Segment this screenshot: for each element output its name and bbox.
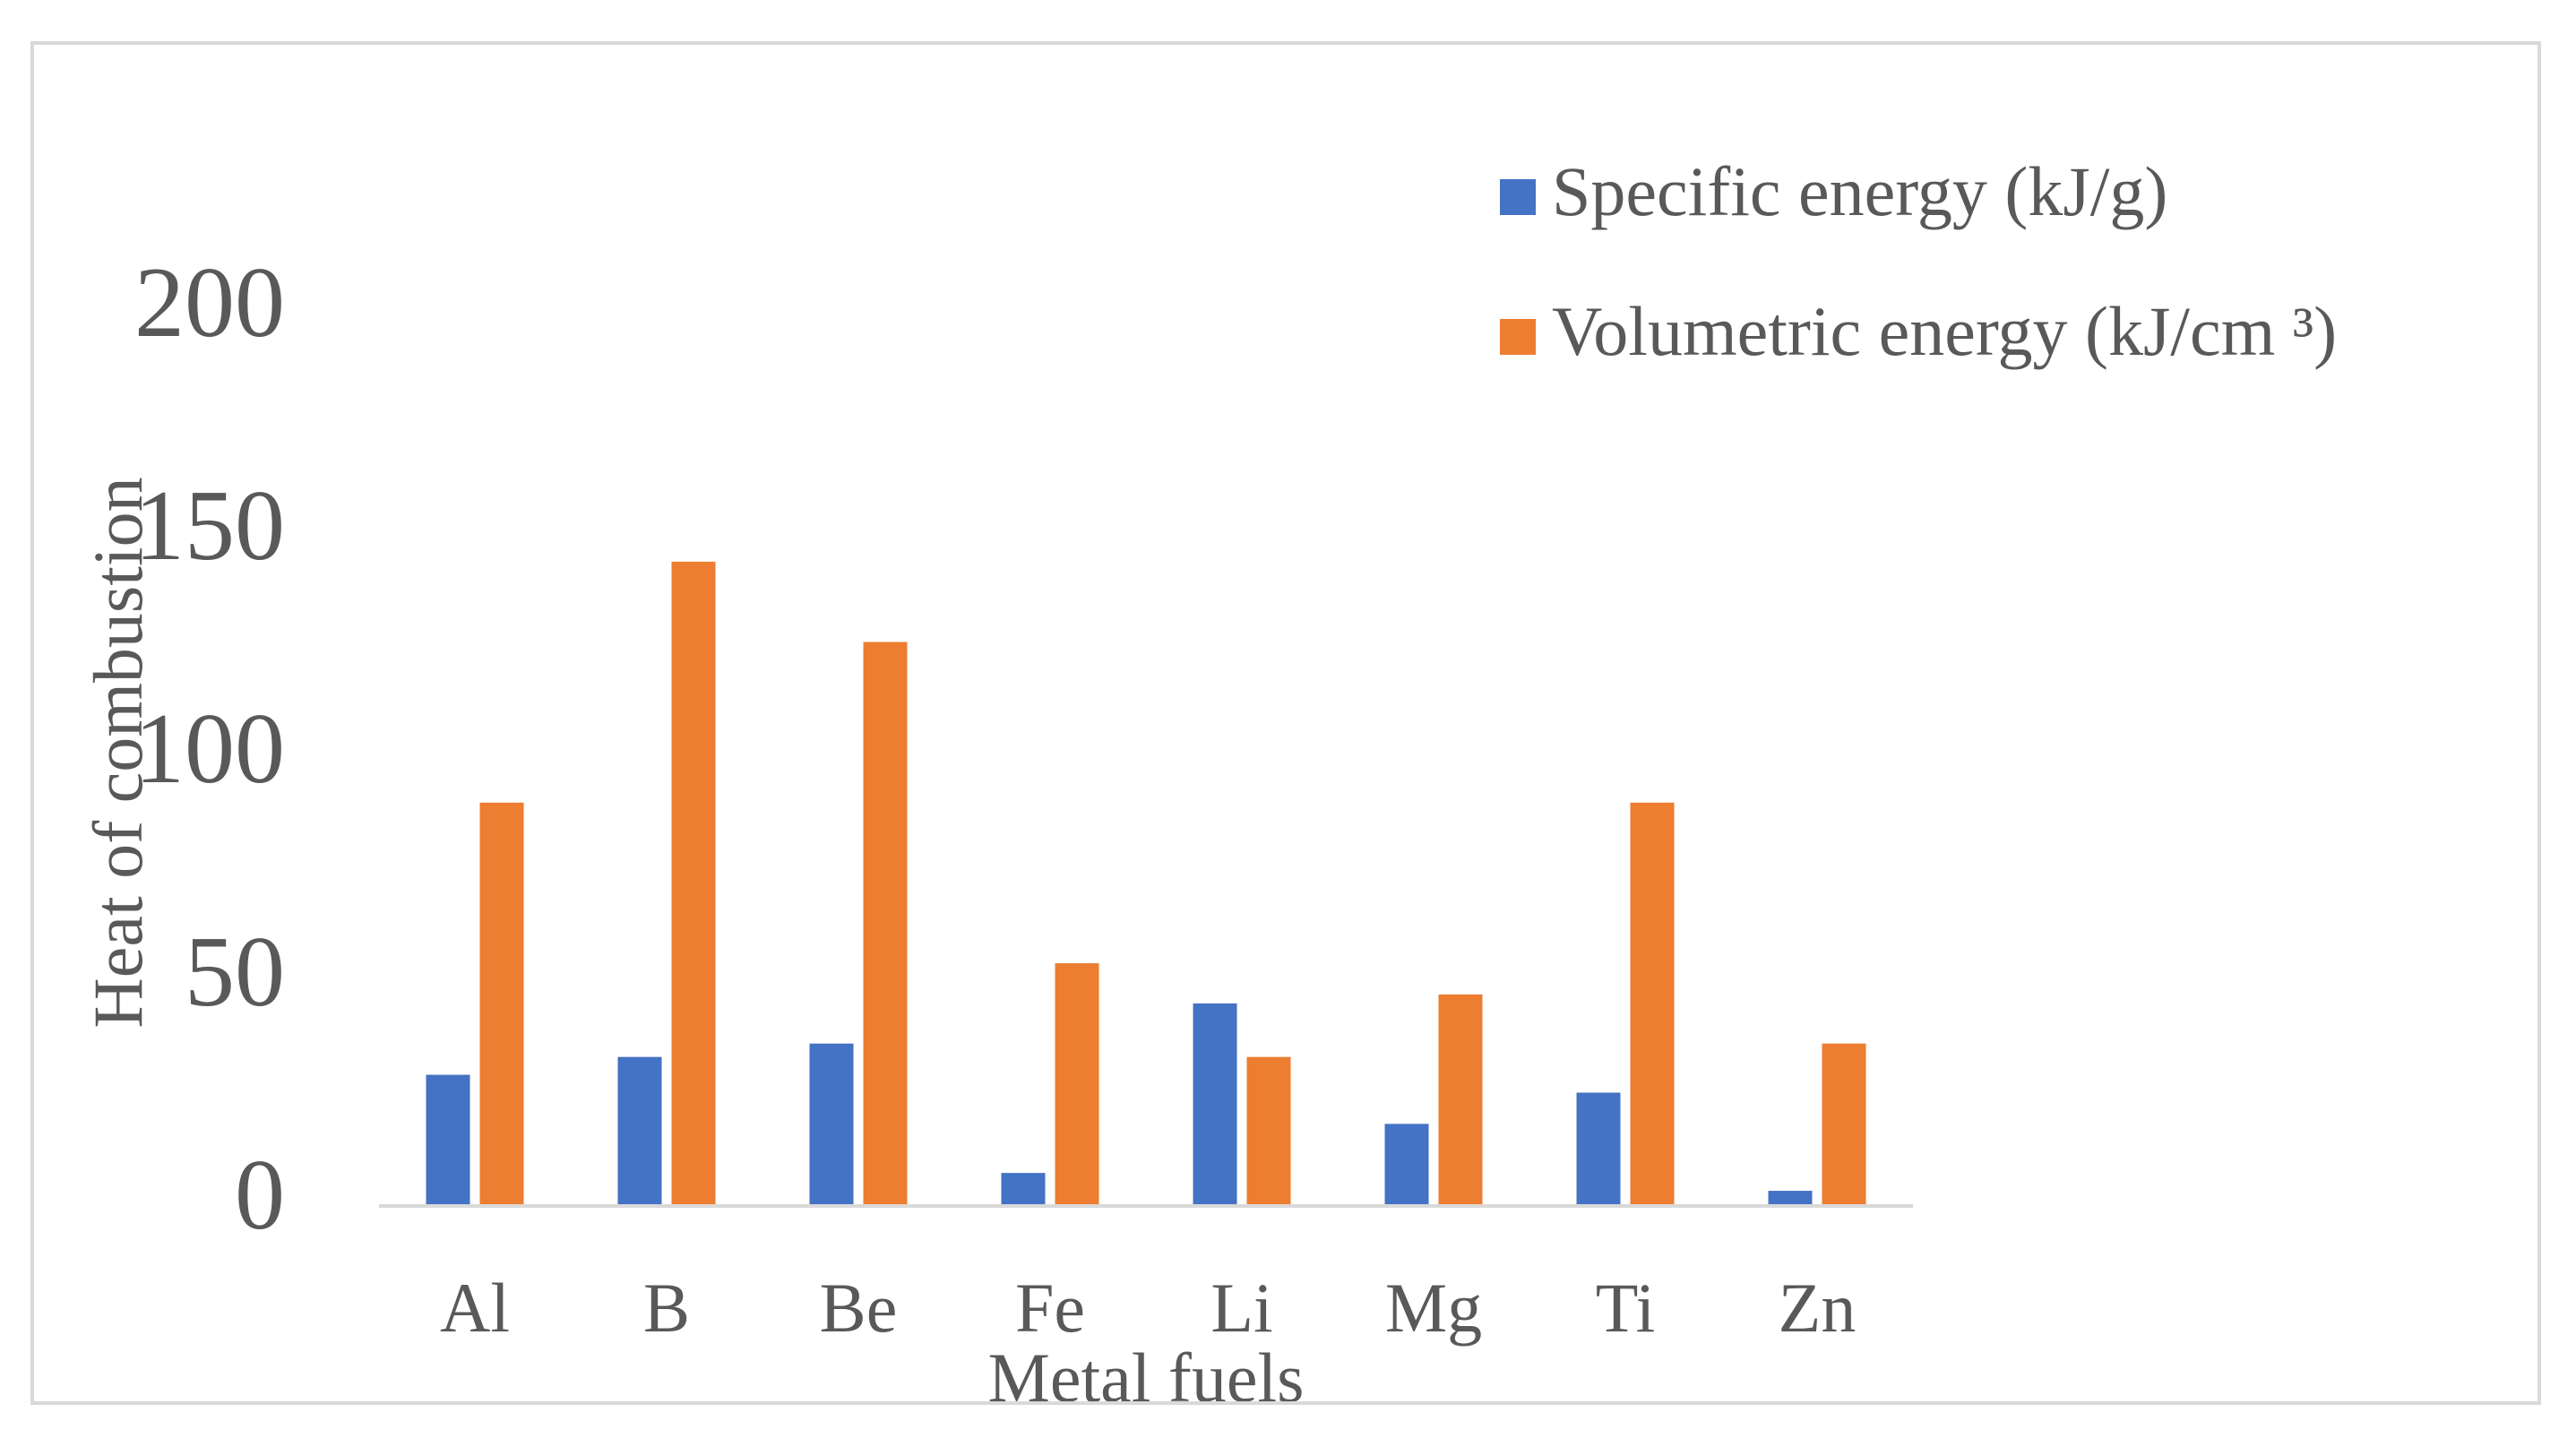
x-tick-label: Fe	[1015, 1269, 1085, 1347]
x-axis-ticks: Al B Be Fe Li Mg Ti Zn	[440, 1269, 1856, 1347]
x-axis-label: Metal fuels	[987, 1339, 1304, 1401]
y-tick-label: 150	[134, 470, 285, 581]
x-tick-label: Mg	[1385, 1269, 1482, 1347]
bar-volumetric-fe	[1055, 963, 1099, 1204]
x-tick-label: Ti	[1596, 1269, 1656, 1347]
bar-volumetric-mg	[1438, 994, 1483, 1204]
y-tick-label: 50	[185, 917, 285, 1028]
bar-specific-b	[617, 1056, 662, 1204]
bar-specific-al	[426, 1074, 470, 1204]
x-tick-label: Zn	[1779, 1269, 1857, 1347]
bar-volumetric-zn	[1822, 1043, 1866, 1204]
x-tick-label: Be	[820, 1269, 898, 1347]
bar-chart: Heat of combustion 0 50 100 150 200 Al B Be Fe L…	[79, 152, 2337, 1401]
legend-swatch	[1500, 319, 1536, 355]
legend-swatch	[1500, 179, 1536, 215]
bar-specific-fe	[1001, 1173, 1046, 1204]
legend-label: Volumetric energy (kJ/cm ³)	[1552, 292, 2337, 370]
y-axis-label: Heat of combustion	[79, 477, 157, 1028]
x-tick-label: Li	[1210, 1269, 1272, 1347]
bar-specific-be	[809, 1043, 854, 1204]
bar-volumetric-ti	[1630, 802, 1675, 1204]
bar-volumetric-be	[863, 642, 908, 1204]
bar-specific-mg	[1384, 1124, 1429, 1204]
bar-volumetric-li	[1246, 1056, 1291, 1204]
legend-label: Specific energy (kJ/g)	[1552, 152, 2167, 230]
x-tick-label: B	[643, 1269, 690, 1347]
bars	[426, 561, 1866, 1204]
y-axis-ticks: 0 50 100 150 200	[134, 247, 285, 1251]
bar-specific-zn	[1768, 1191, 1813, 1204]
bar-volumetric-al	[479, 802, 524, 1204]
bar-specific-ti	[1576, 1092, 1621, 1204]
x-tick-label: Al	[440, 1269, 510, 1347]
legend: Specific energy (kJ/g) Volumetric energy …	[1500, 152, 2337, 370]
y-axis-label-group: Heat of combustion	[79, 477, 157, 1028]
y-tick-label: 100	[134, 693, 285, 805]
chart-frame: Heat of combustion 0 50 100 150 200 Al B Be Fe L…	[30, 41, 2541, 1405]
bar-volumetric-b	[671, 561, 716, 1204]
bar-specific-li	[1193, 1003, 1237, 1204]
y-tick-label: 200	[134, 247, 285, 358]
y-tick-label: 0	[235, 1140, 285, 1251]
